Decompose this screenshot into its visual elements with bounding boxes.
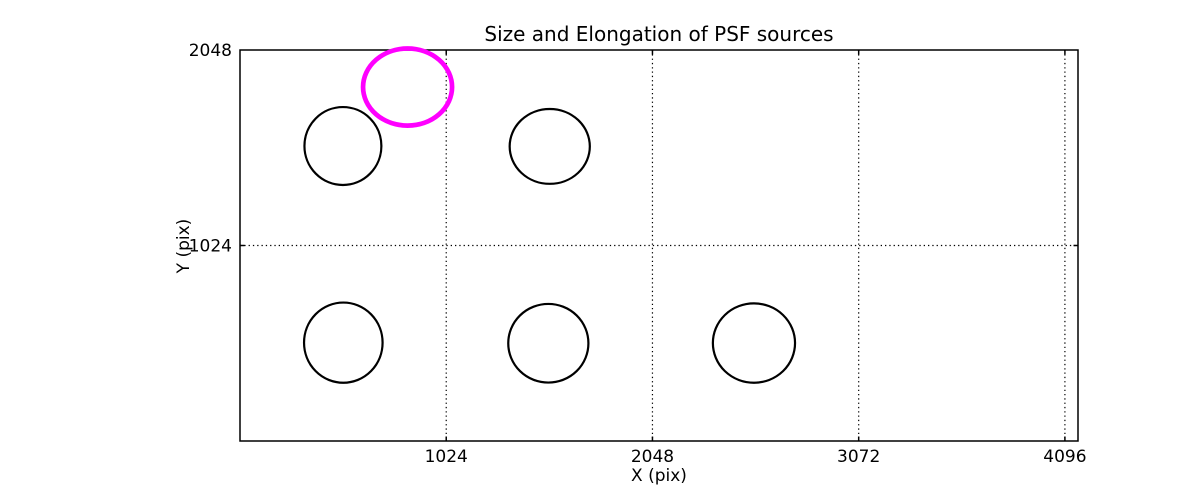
psf-source bbox=[711, 302, 797, 384]
x-tick-label-1024: 1024 bbox=[425, 447, 468, 467]
y-tick-label-1024: 1024 bbox=[189, 237, 232, 257]
x-tick-label-2048: 2048 bbox=[631, 447, 674, 467]
x-tick-label-4096: 4096 bbox=[1043, 447, 1086, 467]
psf-source bbox=[303, 105, 383, 187]
chart-title: Size and Elongation of PSF sources bbox=[484, 22, 834, 46]
psf-source bbox=[302, 301, 384, 384]
x-tick-label-3072: 3072 bbox=[837, 447, 880, 467]
y-axis-label: Y (pix) bbox=[174, 218, 194, 274]
y-tick-label-2048: 2048 bbox=[189, 41, 232, 61]
psf-source bbox=[508, 107, 591, 185]
psf-source-highlighted bbox=[360, 46, 455, 128]
psf-source bbox=[507, 302, 590, 384]
x-axis-label: X (pix) bbox=[631, 466, 687, 486]
